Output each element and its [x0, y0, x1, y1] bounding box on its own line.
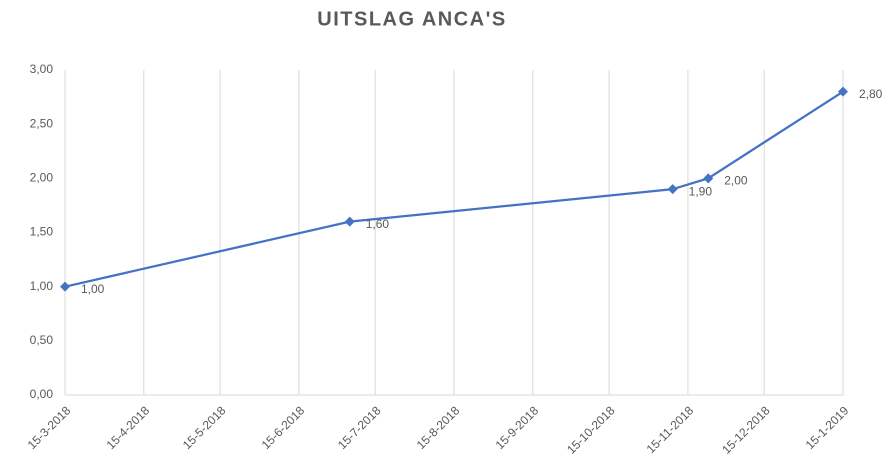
- x-tick-label: 15-9-2018: [493, 403, 542, 452]
- y-tick-label: 3,00: [30, 62, 54, 76]
- chart-title: UITSLAG ANCA'S: [317, 8, 506, 30]
- x-tick-label: 15-8-2018: [414, 403, 463, 452]
- x-tick-label: 15-3-2018: [25, 403, 74, 452]
- marker: [703, 173, 714, 184]
- y-tick-label: 0,50: [30, 333, 54, 347]
- y-tick-label: 1,00: [30, 279, 54, 293]
- marker: [667, 184, 678, 195]
- y-tick-label: 2,50: [30, 116, 54, 130]
- data-label: 2,00: [724, 174, 748, 188]
- data-label: 1,00: [81, 282, 105, 296]
- x-tick-label: 15-7-2018: [335, 403, 384, 452]
- marker: [60, 281, 70, 292]
- x-tick-label: 15-10-2018: [564, 403, 618, 457]
- y-tick-label: 2,00: [30, 171, 54, 185]
- data-label: 2,80: [859, 87, 883, 101]
- x-tick-label: 15-1-2019: [803, 403, 852, 452]
- x-tick-label: 15-4-2018: [104, 403, 153, 452]
- data-label: 1,60: [366, 217, 390, 231]
- y-tick-label: 1,50: [30, 225, 54, 239]
- marker: [838, 86, 848, 97]
- data-label: 1,90: [689, 184, 713, 198]
- marker: [344, 216, 355, 227]
- x-tick-label: 15-12-2018: [719, 403, 773, 457]
- x-tick-label: 15-11-2018: [644, 403, 697, 456]
- y-tick-label: 0,00: [30, 387, 54, 401]
- x-tick-label: 15-5-2018: [180, 403, 229, 452]
- x-tick-label: 15-6-2018: [259, 403, 308, 452]
